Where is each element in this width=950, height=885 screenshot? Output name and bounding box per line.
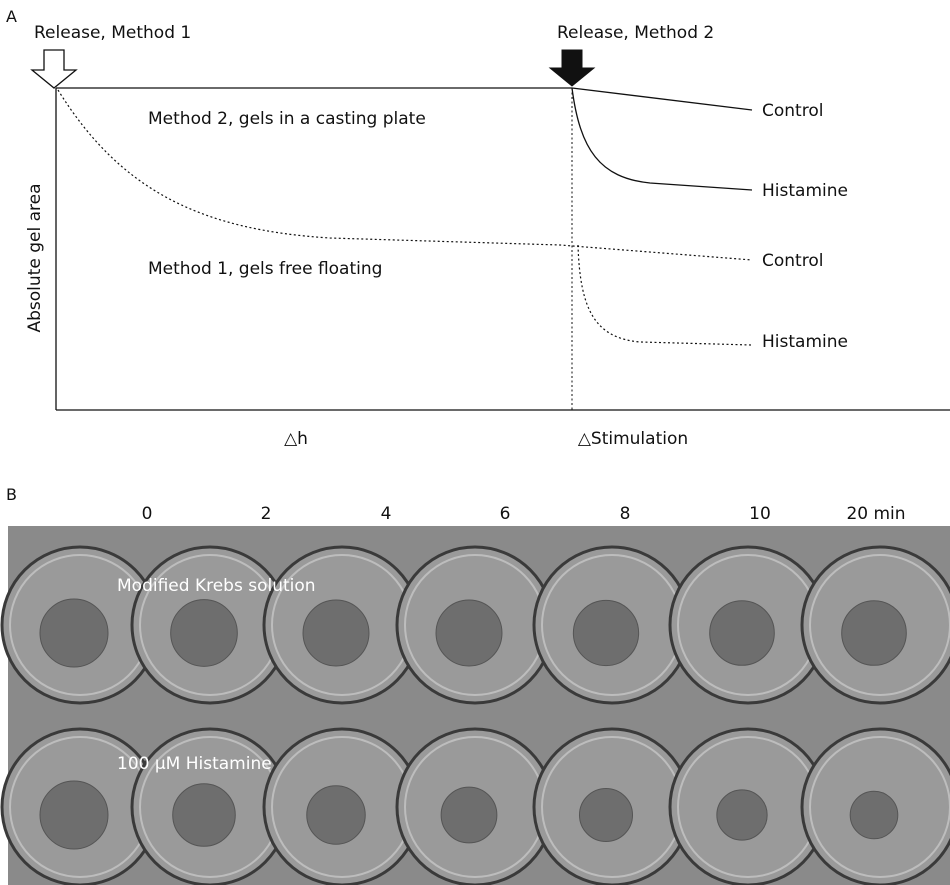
gel-spot — [39, 780, 109, 850]
method-2-label: Method 2, gels in a casting plate — [148, 109, 426, 129]
method-1-control-curve — [57, 89, 753, 261]
dish-rim — [809, 554, 950, 696]
method-1-label: Method 1, gels free floating — [148, 259, 382, 279]
time-label: 4 — [381, 504, 392, 524]
release-method-2-label: Release, Method 2 — [557, 23, 714, 43]
histamine-label-method-2: Histamine — [762, 181, 848, 201]
gel-spot — [39, 598, 109, 668]
gel-spot — [841, 600, 907, 666]
release-method-1-arrow — [30, 49, 78, 89]
release-method-2-arrow — [548, 49, 596, 87]
time-label: 10 — [749, 504, 771, 524]
gel-spot — [578, 787, 634, 843]
time-labels: 0 2 4 6 8 10 20 min — [142, 504, 906, 524]
histamine-label-method-1: Histamine — [762, 332, 848, 352]
gel-spot — [302, 599, 370, 667]
gel-spot — [716, 789, 768, 841]
gel-spot — [440, 786, 498, 844]
time-label: 8 — [620, 504, 631, 524]
method-2-control-curve — [571, 87, 753, 111]
x-label-delta-h: △h — [284, 429, 308, 449]
panel-a: A Absolute gel area Release, Method 1 Re… — [6, 7, 950, 449]
gel-spot — [709, 600, 775, 666]
dish-rim — [809, 736, 950, 878]
release-method-1-label: Release, Method 1 — [34, 23, 191, 43]
control-label-method-2: Control — [762, 101, 823, 121]
row-label-krebs: Modified Krebs solution — [117, 576, 316, 596]
gel-spot — [170, 599, 238, 667]
method-2-histamine-curve — [571, 87, 753, 191]
control-label-method-1: Control — [762, 251, 823, 271]
gel-spot — [849, 790, 899, 840]
panel-b-letter: B — [6, 485, 17, 504]
dish-grid — [0, 545, 950, 885]
panel-b: B 0 2 4 6 8 10 20 min Modified Krebs solution … — [0, 485, 950, 885]
gel-spot — [306, 785, 366, 845]
time-label: 2 — [261, 504, 272, 524]
y-axis-label: Absolute gel area — [25, 184, 45, 333]
panel-a-letter: A — [6, 7, 17, 26]
method-1-histamine-curve — [577, 244, 753, 346]
gel-spot — [172, 783, 236, 847]
gel-spot — [572, 599, 640, 667]
x-label-delta-stimulation: △Stimulation — [578, 429, 688, 449]
gel-spot — [435, 599, 503, 667]
row-label-histamine: 100 μM Histamine — [117, 754, 272, 774]
time-label: 6 — [500, 504, 511, 524]
time-label: 0 — [142, 504, 153, 524]
time-label: 20 min — [846, 504, 905, 524]
